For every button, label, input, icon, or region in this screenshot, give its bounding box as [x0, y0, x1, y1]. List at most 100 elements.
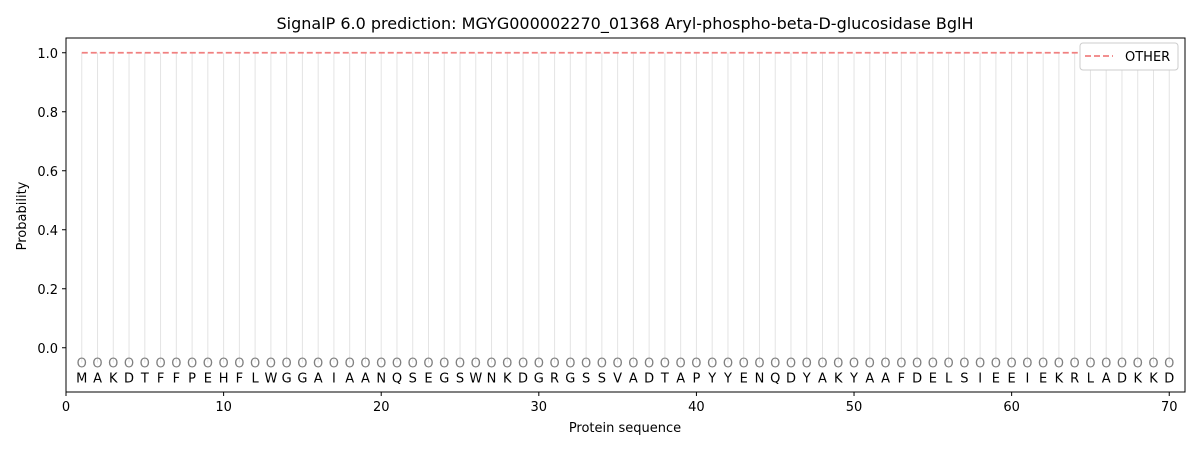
residue-label: S	[598, 371, 606, 386]
residue-label: Y	[707, 371, 716, 386]
predicted-label: O	[1007, 357, 1017, 372]
residue-label: Y	[723, 371, 732, 386]
residue-label: Q	[392, 371, 402, 386]
residue-label: K	[834, 371, 843, 386]
predicted-label: O	[250, 357, 260, 372]
residue-label: A	[93, 371, 102, 386]
predicted-label: O	[1148, 357, 1158, 372]
residue-label: I	[978, 371, 982, 386]
residue-label: T	[660, 371, 669, 386]
predicted-label: O	[455, 357, 465, 372]
predicted-label: O	[707, 357, 717, 372]
plot-frame	[65, 37, 1186, 393]
predicted-label: O	[1038, 357, 1048, 372]
residue-label: F	[157, 371, 164, 386]
residue-label: F	[898, 371, 905, 386]
residue-label: L	[252, 371, 260, 386]
predicted-label: O	[912, 357, 922, 372]
residue-label: W	[469, 371, 482, 386]
predicted-label: O	[581, 357, 591, 372]
residue-label: Y	[802, 371, 811, 386]
residue-label: D	[1117, 371, 1127, 386]
x-tick-label: 60	[1003, 400, 1020, 415]
predicted-label: O	[1133, 357, 1143, 372]
predicted-label: O	[518, 357, 528, 372]
residue-label: E	[1008, 371, 1016, 386]
predicted-label: O	[1070, 357, 1080, 372]
predicted-label: O	[565, 357, 575, 372]
residue-label: D	[518, 371, 528, 386]
predicted-label: O	[786, 357, 796, 372]
residue-label: G	[565, 371, 575, 386]
predicted-label: O	[943, 357, 953, 372]
residue-label: T	[140, 371, 149, 386]
predicted-label: O	[218, 357, 228, 372]
predicted-label: O	[392, 357, 402, 372]
predicted-label: O	[770, 357, 780, 372]
residue-label: K	[1133, 371, 1142, 386]
legend: OTHER	[1079, 42, 1179, 71]
predicted-label: O	[77, 357, 87, 372]
residue-label: G	[297, 371, 307, 386]
predicted-label: O	[880, 357, 890, 372]
predicted-label: O	[1101, 357, 1111, 372]
x-tick-label: 40	[688, 400, 705, 415]
position-gridlines	[81, 52, 1170, 363]
predicted-label: O	[628, 357, 638, 372]
x-tick-label: 0	[62, 400, 70, 415]
predicted-label: O	[124, 357, 134, 372]
x-tick-label: 30	[531, 400, 548, 415]
predicted-label: O	[502, 357, 512, 372]
residue-label: A	[345, 371, 354, 386]
predicted-label: O	[676, 357, 686, 372]
residue-label: A	[818, 371, 827, 386]
residue-label: S	[409, 371, 417, 386]
predicted-label: O	[1054, 357, 1064, 372]
residue-label: D	[644, 371, 654, 386]
residue-label: R	[1070, 371, 1079, 386]
predicted-label: O	[928, 357, 938, 372]
residue-label: W	[264, 371, 277, 386]
residue-label: K	[1149, 371, 1158, 386]
predicted-label: O	[802, 357, 812, 372]
x-tick-label: 50	[846, 400, 863, 415]
predicted-label: O	[171, 357, 181, 372]
residue-label: E	[204, 371, 212, 386]
legend-label-other: OTHER	[1125, 50, 1170, 65]
residue-label: A	[314, 371, 323, 386]
predicted-label: O	[833, 357, 843, 372]
predicted-label: O	[486, 357, 496, 372]
y-axis: 0.0 0.2 0.4 0.6 0.8 1.0	[37, 47, 66, 357]
residue-label: K	[503, 371, 512, 386]
predicted-label: O	[313, 357, 323, 372]
residue-label: V	[613, 371, 622, 386]
residue-label: S	[456, 371, 464, 386]
residue-label: F	[236, 371, 243, 386]
predicted-label: O	[1022, 357, 1032, 372]
residue-label: E	[1039, 371, 1047, 386]
predicted-label: O	[817, 357, 827, 372]
residue-label: H	[219, 371, 229, 386]
residue-label: E	[424, 371, 432, 386]
predicted-label: O	[1117, 357, 1127, 372]
y-axis-label: Probability	[15, 181, 30, 250]
residue-label: D	[1164, 371, 1174, 386]
predicted-label: O	[549, 357, 559, 372]
predicted-label: O	[644, 357, 654, 372]
x-tick-label: 10	[215, 400, 232, 415]
predicted-label: O	[865, 357, 875, 372]
predicted-label: O	[1085, 357, 1095, 372]
residue-label: A	[1102, 371, 1111, 386]
residue-label: K	[1055, 371, 1064, 386]
predicted-label: O	[408, 357, 418, 372]
y-tick-label: 0.2	[37, 283, 58, 298]
residue-label: P	[693, 371, 701, 386]
x-tick-label: 70	[1161, 400, 1178, 415]
residue-label: G	[282, 371, 292, 386]
x-tick-label: 20	[373, 400, 390, 415]
y-tick-label: 0.4	[37, 224, 58, 239]
predicted-label: O	[155, 357, 165, 372]
x-axis-label: Protein sequence	[569, 421, 681, 436]
y-tick-label: 1.0	[37, 47, 58, 62]
residue-label: N	[376, 371, 386, 386]
